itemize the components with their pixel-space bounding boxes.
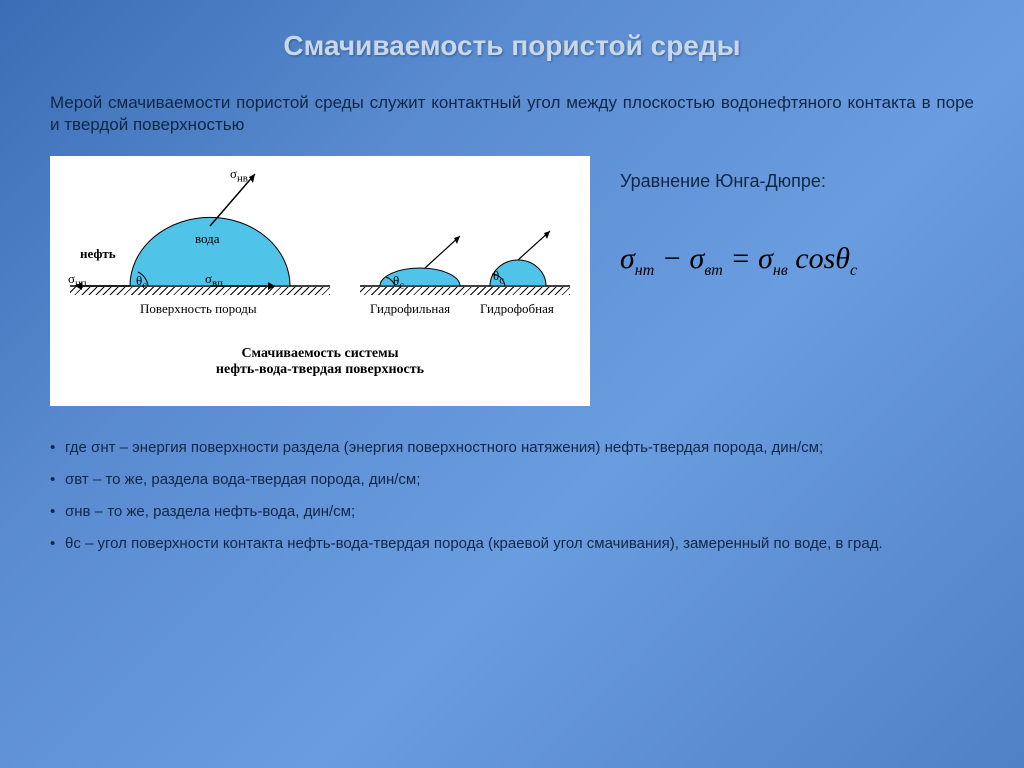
wettability-diagram: σнв нефть вода σнп θс σвп Поверхность по… xyxy=(50,156,590,406)
equation-panel: Уравнение Юнга-Дюпре: σнт − σвт = σнв co… xyxy=(620,156,974,280)
bullet-4: θс – угол поверхности контакта нефть-вод… xyxy=(50,532,974,556)
hatching-right xyxy=(360,287,570,295)
bullet-1: где σнт – энергия поверхности раздела (э… xyxy=(50,436,974,460)
label-theta3: θс xyxy=(493,268,504,287)
label-theta1: θс xyxy=(136,273,147,292)
diagram-caption: Смачиваемость системы нефть-вода-твердая… xyxy=(50,346,590,378)
intro-text: Мерой смачиваемости пористой среды служи… xyxy=(50,92,974,136)
label-surface: Поверхность породы xyxy=(140,301,257,317)
label-oil: нефть xyxy=(80,246,116,262)
equation-label: Уравнение Юнга-Дюпре: xyxy=(620,171,974,192)
label-hydrophilic: Гидрофильная xyxy=(370,301,450,317)
bullet-2: σвт – то же, раздела вода-твердая порода… xyxy=(50,468,974,492)
hatching-left xyxy=(70,287,330,295)
slide-title: Смачиваемость пористой среды xyxy=(50,30,974,62)
content-row: σнв нефть вода σнп θс σвп Поверхность по… xyxy=(50,156,974,406)
young-dupre-equation: σнт − σвт = σнв cosθс xyxy=(620,242,974,280)
label-theta2: θс xyxy=(393,273,404,292)
label-water: вода xyxy=(195,231,220,247)
bullet-3: σнв – то же, раздела нефть-вода, дин/см; xyxy=(50,500,974,524)
label-sigma-np: σнп xyxy=(68,271,87,290)
label-sigma-nv: σнв xyxy=(230,166,248,185)
label-sigma-vp: σвп xyxy=(205,271,223,290)
label-hydrophobic: Гидрофобная xyxy=(480,301,554,317)
definitions-list: где σнт – энергия поверхности раздела (э… xyxy=(50,436,974,556)
